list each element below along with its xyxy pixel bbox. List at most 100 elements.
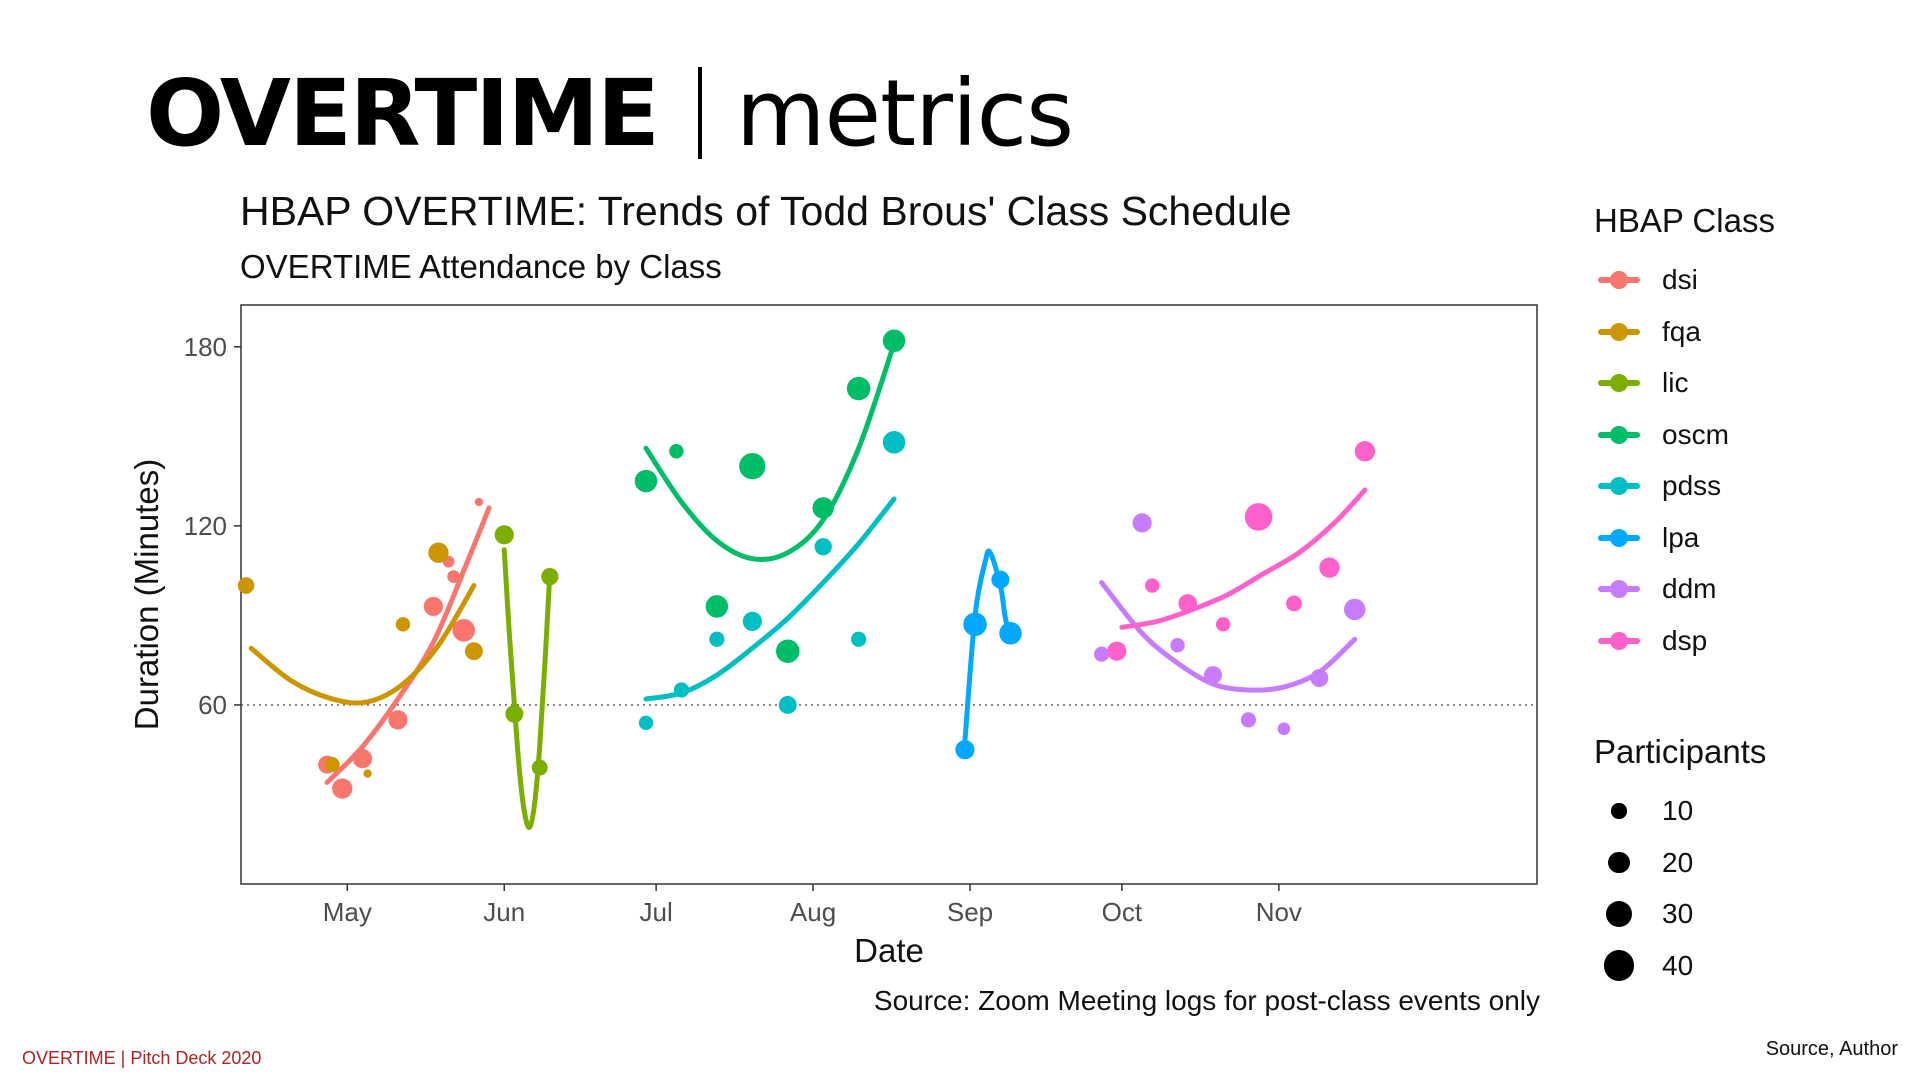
x-tick-label: Nov <box>1256 897 1302 927</box>
data-point-dsi <box>474 497 484 507</box>
chart-caption: Source: Zoom Meeting logs for post-class… <box>873 985 1540 1016</box>
legend-key-dot <box>1610 631 1628 650</box>
x-tick-label: Jul <box>640 897 673 927</box>
data-point-pdss <box>638 715 654 731</box>
size-legend-item: 40 <box>1596 941 1693 991</box>
data-point-ddm <box>1204 666 1222 685</box>
size-legend-key <box>1596 889 1642 939</box>
legend-key <box>1596 621 1642 661</box>
data-point-dsi <box>388 710 408 730</box>
y-tick-label: 120 <box>184 511 227 541</box>
color-legend-title: HBAP Class <box>1594 202 1775 239</box>
data-point-dsi <box>332 778 353 799</box>
data-point-fqa <box>363 769 372 778</box>
legend-label: dsp <box>1662 624 1708 656</box>
data-point-oscm <box>634 469 658 493</box>
data-point-lpa <box>955 740 975 760</box>
trend-line-dsp <box>1119 487 1368 630</box>
data-point-dsi <box>352 749 373 769</box>
x-axis-label: Date <box>854 932 924 969</box>
legend-item-lic: lic <box>1596 363 1688 403</box>
legend-label: lpa <box>1662 521 1700 553</box>
legend-label: lic <box>1662 367 1689 398</box>
legend-key <box>1596 260 1642 300</box>
data-point-oscm <box>882 329 906 353</box>
trend-line-fqa <box>248 583 477 706</box>
data-point-dsp <box>1354 441 1376 462</box>
data-point-oscm <box>812 497 834 519</box>
legend-key <box>1596 518 1642 558</box>
size-legend-label: 20 <box>1662 846 1694 878</box>
data-point-oscm <box>739 453 766 480</box>
chart-subtitle: OVERTIME Attendance by Class <box>240 248 722 285</box>
data-point-oscm <box>775 639 800 663</box>
legend-item-lpa: lpa <box>1596 518 1699 558</box>
legend-label: fqa <box>1662 315 1701 347</box>
data-point-ddm <box>1170 638 1185 653</box>
data-point-lic <box>494 525 514 545</box>
legend-item-oscm: oscm <box>1596 415 1729 455</box>
legend-key-dot <box>1610 374 1628 392</box>
data-point-ddm <box>1094 646 1110 662</box>
data-point-dsp <box>1107 641 1127 661</box>
data-point-fqa <box>237 577 255 594</box>
y-tick-label: 60 <box>198 690 227 720</box>
data-point-oscm <box>705 595 729 618</box>
legend-key <box>1596 466 1642 506</box>
legend-item-dsp: dsp <box>1596 621 1707 661</box>
size-legend-item: 30 <box>1596 889 1693 939</box>
legend-key-dot <box>1610 580 1628 598</box>
legend-key-dot <box>1610 425 1628 444</box>
data-point-dsp <box>1319 557 1340 578</box>
x-tick-label: Sep <box>947 897 993 927</box>
legend-label: ddm <box>1662 573 1717 604</box>
data-point-fqa <box>324 757 340 773</box>
size-legend-label: 40 <box>1662 949 1694 981</box>
legend-key-dot <box>1610 322 1628 341</box>
legend-key <box>1596 415 1642 455</box>
data-point-dsp <box>1286 595 1302 612</box>
x-tick-label: Jun <box>483 897 525 927</box>
size-legend-dot <box>1611 803 1627 819</box>
legend-item-fqa: fqa <box>1596 312 1701 352</box>
legend-item-dsi: dsi <box>1596 260 1698 300</box>
size-legend-label: 30 <box>1662 898 1694 929</box>
legend-key-dot <box>1610 477 1628 495</box>
trend-line-oscm <box>643 341 897 563</box>
data-point-ddm <box>1277 722 1291 736</box>
legend-label: oscm <box>1662 418 1729 450</box>
data-point-ddm <box>1344 598 1366 621</box>
data-point-pdss <box>851 631 867 647</box>
data-point-dsp <box>1244 503 1273 531</box>
data-point-dsi <box>423 596 443 617</box>
data-point-lic <box>505 704 524 723</box>
plot-panel <box>240 304 1538 885</box>
data-point-pdss <box>742 611 762 631</box>
y-tick-label: 180 <box>184 332 227 362</box>
size-legend-dot <box>1608 851 1630 874</box>
data-point-oscm <box>669 444 684 459</box>
footer-deck-label: OVERTIME | Pitch Deck 2020 <box>22 1048 262 1068</box>
data-point-pdss <box>882 431 906 454</box>
data-point-pdss <box>673 682 690 698</box>
y-axis-label: Duration (Minutes) <box>128 459 165 730</box>
data-point-dsi <box>452 619 476 642</box>
size-legend-title: Participants <box>1594 733 1767 770</box>
x-tick-label: Oct <box>1102 897 1143 927</box>
size-legend-item: 10 <box>1596 786 1693 836</box>
legend-item-pdss: pdss <box>1596 466 1721 506</box>
data-point-lic <box>531 759 548 776</box>
legend-key <box>1596 363 1642 403</box>
data-point-lpa <box>963 612 987 637</box>
data-point-ddm <box>1240 712 1257 728</box>
deck-title-light: metrics <box>735 59 1074 167</box>
size-legend-item: 20 <box>1596 838 1693 888</box>
data-point-lic <box>541 567 559 586</box>
data-point-oscm <box>846 376 871 401</box>
data-point-pdss <box>814 538 832 556</box>
data-point-pdss <box>709 631 725 647</box>
legend-key-dot <box>1610 271 1628 289</box>
data-point-dsi <box>447 570 460 583</box>
data-point-ddm <box>1132 513 1152 533</box>
